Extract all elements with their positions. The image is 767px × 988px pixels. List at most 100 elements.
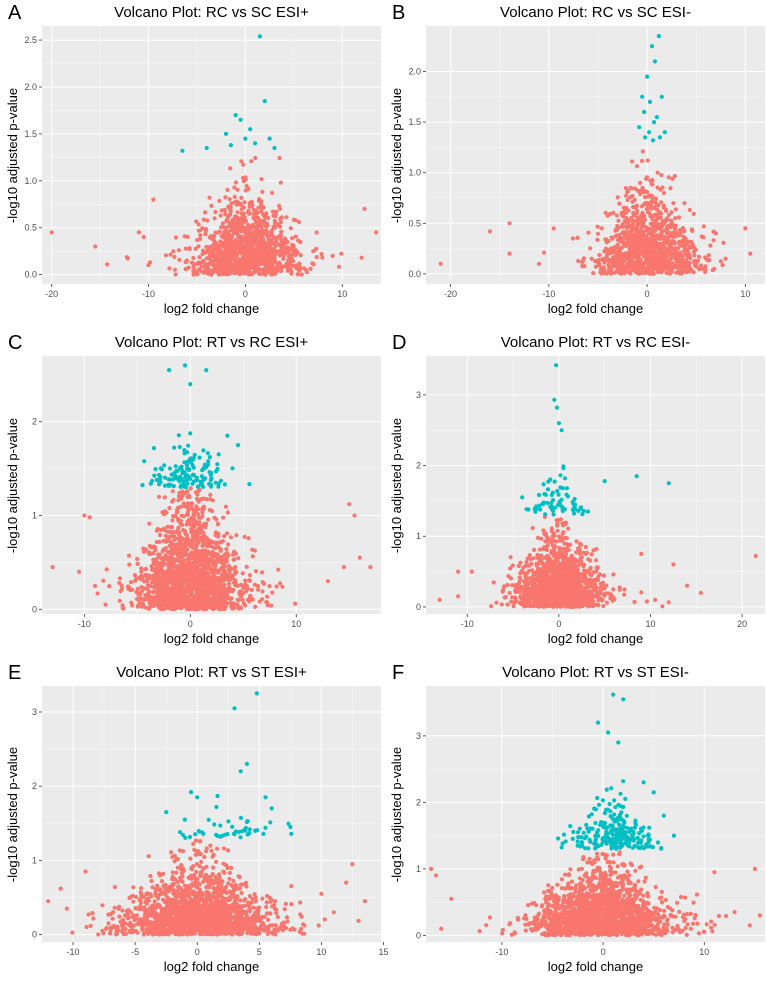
data-point: [247, 573, 252, 578]
data-point: [657, 242, 662, 247]
data-point: [641, 240, 646, 245]
data-point: [216, 590, 221, 595]
data-point-significant: [191, 457, 196, 462]
data-point: [164, 604, 169, 609]
data-point: [237, 606, 242, 611]
data-point: [672, 239, 677, 244]
data-point: [661, 205, 666, 210]
data-point: [632, 205, 637, 210]
x-tick-label: -20: [444, 289, 457, 299]
data-point: [169, 554, 174, 560]
data-point: [494, 600, 499, 605]
data-point: [563, 535, 568, 540]
data-point: [92, 583, 98, 588]
data-point: [198, 233, 203, 238]
data-point: [218, 213, 223, 218]
data-point: [213, 551, 218, 556]
data-point: [198, 577, 203, 582]
data-point: [250, 554, 255, 559]
data-point: [140, 601, 145, 606]
data-point: [586, 230, 591, 235]
data-point: [642, 270, 647, 275]
data-point: [276, 261, 282, 266]
data-point: [252, 217, 257, 222]
data-point: [627, 240, 632, 245]
data-point: [223, 258, 228, 263]
data-point: [626, 223, 631, 228]
data-point-significant: [201, 448, 206, 453]
data-point: [644, 258, 649, 263]
data-point-significant: [662, 130, 667, 135]
data-point: [223, 195, 228, 200]
data-point-significant: [218, 478, 224, 483]
data-point: [192, 595, 197, 600]
data-point: [193, 246, 198, 251]
data-point: [158, 594, 163, 599]
data-point: [142, 586, 147, 591]
data-point: [671, 263, 677, 268]
data-point: [278, 216, 283, 221]
x-axis-label: log2 fold change: [547, 301, 644, 316]
data-point: [146, 263, 151, 268]
data-point: [220, 221, 225, 226]
data-point: [147, 589, 152, 594]
data-point: [247, 578, 253, 583]
data-point: [615, 242, 620, 248]
data-point: [656, 222, 661, 227]
data-point: [154, 595, 159, 600]
data-point: [231, 552, 236, 557]
data-point: [505, 582, 510, 588]
data-point: [135, 561, 140, 566]
data-point: [200, 513, 205, 519]
data-point: [278, 581, 283, 586]
data-point-significant: [649, 44, 655, 49]
data-point-significant: [651, 120, 657, 125]
data-point: [684, 253, 689, 258]
data-point: [232, 230, 237, 235]
scatter-plot: -20 -10 0 100.00.51.01.52.02.5: [24, 26, 381, 299]
data-point: [284, 215, 289, 220]
data-point: [291, 243, 296, 248]
data-point: [204, 497, 209, 502]
data-point: [489, 604, 494, 609]
data-point: [189, 501, 194, 506]
data-point: [677, 228, 683, 233]
data-point-significant: [167, 466, 173, 471]
data-point: [147, 551, 152, 556]
data-point: [141, 597, 146, 602]
data-point: [202, 264, 207, 269]
data-point: [676, 269, 681, 275]
data-point: [159, 588, 164, 594]
data-point: [438, 261, 443, 266]
panel-letter: A: [8, 2, 22, 24]
data-point: [162, 555, 167, 560]
data-point: [661, 241, 666, 246]
data-point: [649, 206, 654, 211]
x-tick-label: 0: [556, 619, 561, 629]
data-point: [262, 247, 267, 252]
data-point: [701, 224, 706, 229]
data-point-significant: [652, 59, 657, 64]
data-point: [185, 606, 190, 612]
volcano-panel-c: C Volcano Plot: RT vs RC ESI+ -10 0 10 0 1 2 log…: [0, 330, 383, 660]
data-point-significant: [642, 109, 647, 115]
data-point: [231, 603, 236, 608]
data-point: [669, 210, 674, 215]
data-point: [613, 228, 618, 233]
data-point-significant: [223, 131, 229, 136]
data-point-significant: [151, 446, 156, 451]
data-point: [176, 248, 181, 253]
data-point: [635, 215, 640, 220]
data-point: [196, 222, 201, 227]
data-point: [206, 262, 211, 267]
data-point: [602, 249, 607, 254]
data-point: [603, 210, 608, 215]
data-point: [213, 209, 218, 215]
data-point: [575, 235, 580, 240]
data-point-significant: [188, 431, 193, 436]
data-point: [616, 233, 622, 238]
data-point-significant: [171, 484, 176, 489]
data-point: [633, 236, 638, 241]
data-point: [290, 236, 295, 241]
y-tick-label: 2.0: [24, 82, 37, 92]
